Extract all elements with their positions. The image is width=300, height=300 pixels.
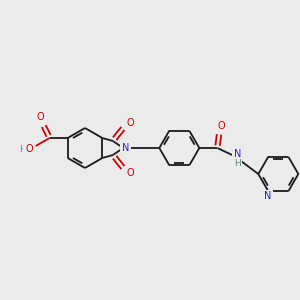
- Text: H: H: [234, 158, 241, 167]
- Text: N: N: [264, 191, 271, 201]
- Text: H: H: [19, 145, 26, 154]
- Text: N: N: [122, 143, 129, 153]
- Text: N: N: [234, 149, 241, 159]
- Text: O: O: [126, 118, 134, 128]
- Text: O: O: [126, 168, 134, 178]
- Text: O: O: [37, 112, 44, 122]
- Text: O: O: [25, 144, 33, 154]
- Text: O: O: [218, 121, 225, 131]
